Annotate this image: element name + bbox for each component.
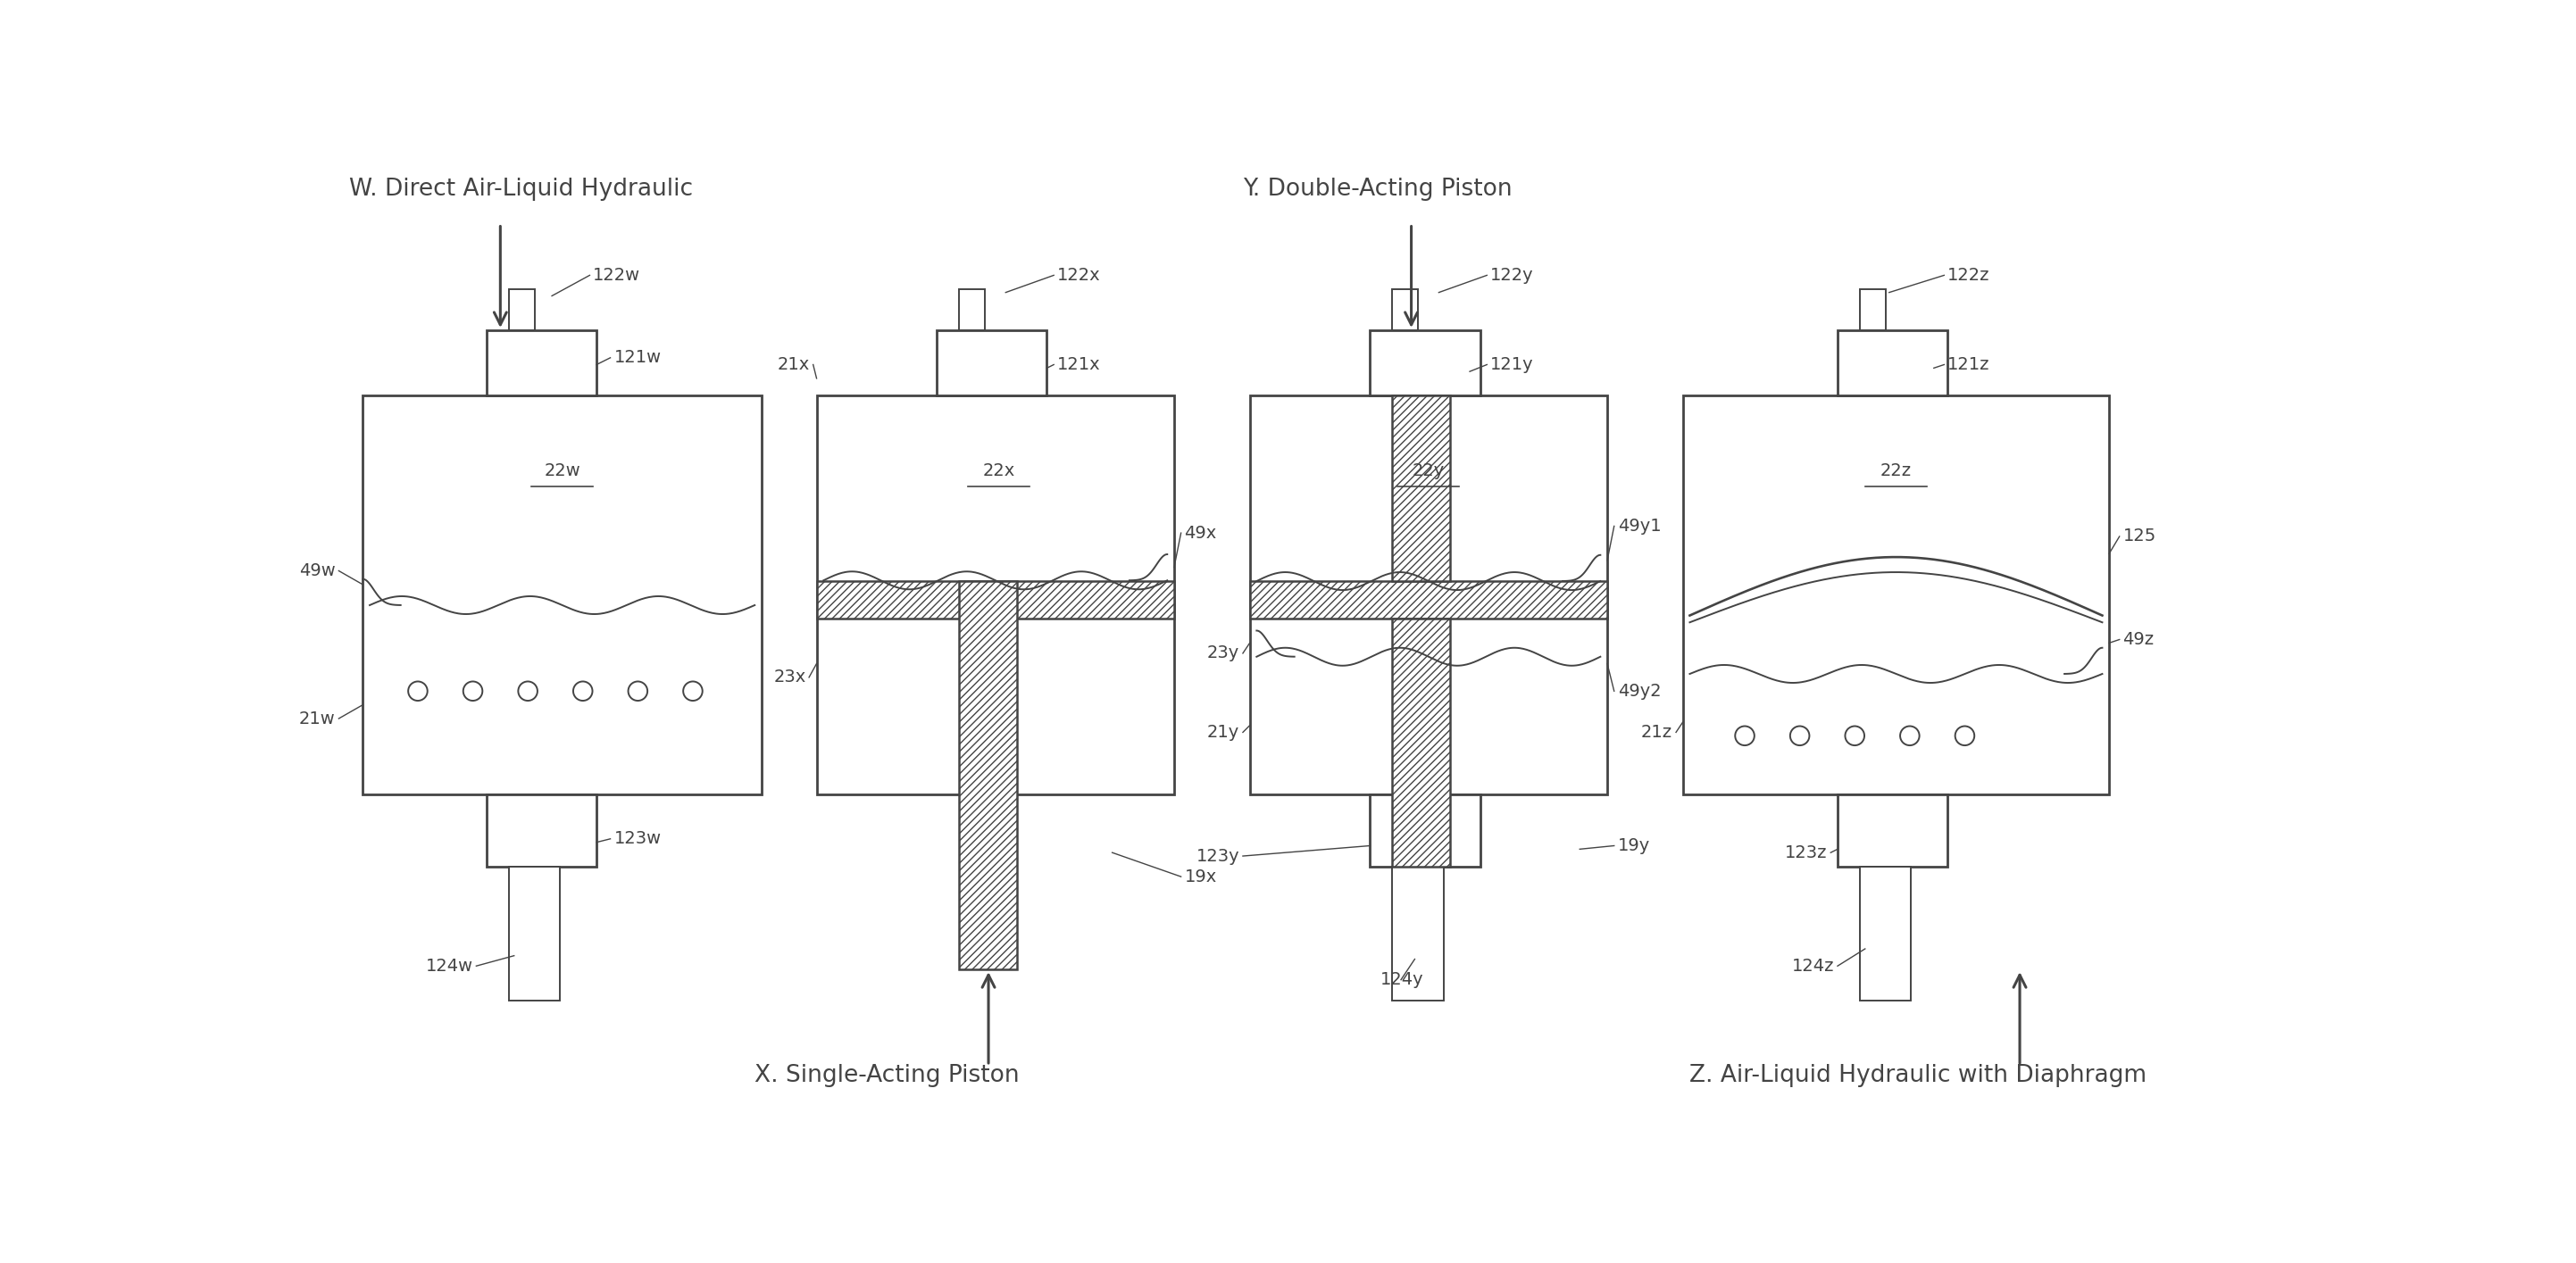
Text: 49w: 49w: [299, 562, 335, 580]
Text: 121z: 121z: [1947, 356, 1991, 373]
Bar: [507, 866, 559, 1000]
Text: 49z: 49z: [2123, 632, 2154, 648]
Text: 122y: 122y: [1492, 266, 1533, 284]
Text: 124y: 124y: [1381, 971, 1425, 988]
Bar: [1682, 395, 2110, 794]
Bar: [1837, 330, 1947, 395]
Text: 124z: 124z: [1793, 957, 1834, 975]
Text: 23y: 23y: [1208, 645, 1239, 662]
Text: 124w: 124w: [425, 957, 474, 975]
Text: X. Single-Acting Piston: X. Single-Acting Piston: [755, 1065, 1020, 1087]
Text: 21y: 21y: [1208, 724, 1239, 741]
Text: 22z: 22z: [1880, 462, 1911, 480]
Text: 49x: 49x: [1185, 524, 1216, 542]
Text: 123w: 123w: [613, 830, 662, 847]
Bar: [1837, 794, 1947, 866]
Text: 19x: 19x: [1185, 868, 1216, 885]
Text: 19y: 19y: [1618, 837, 1649, 854]
Bar: [1391, 289, 1419, 330]
Bar: [1391, 866, 1443, 1000]
Bar: [817, 581, 1175, 619]
Bar: [487, 330, 598, 395]
Bar: [363, 395, 762, 794]
Bar: [1370, 794, 1481, 866]
Text: 123z: 123z: [1785, 844, 1826, 861]
Text: Z. Air-Liquid Hydraulic with Diaphragm: Z. Air-Liquid Hydraulic with Diaphragm: [1690, 1065, 2146, 1087]
Text: 122z: 122z: [1947, 266, 1991, 284]
Text: 21z: 21z: [1641, 724, 1672, 741]
Bar: [507, 289, 536, 330]
Bar: [817, 395, 1175, 794]
Text: 121w: 121w: [613, 350, 662, 366]
Text: 121y: 121y: [1492, 356, 1533, 373]
Text: 22y: 22y: [1412, 462, 1445, 480]
Text: 49y1: 49y1: [1618, 518, 1662, 534]
Text: 23x: 23x: [773, 669, 806, 686]
Text: 122w: 122w: [592, 266, 641, 284]
Bar: [1391, 395, 1450, 581]
Text: Y. Double-Acting Piston: Y. Double-Acting Piston: [1242, 178, 1512, 201]
Bar: [938, 330, 1046, 395]
Bar: [958, 289, 984, 330]
Bar: [1860, 289, 1886, 330]
Text: 122x: 122x: [1056, 266, 1100, 284]
Bar: [1391, 619, 1450, 866]
Text: 123y: 123y: [1195, 847, 1239, 864]
Text: 22w: 22w: [544, 462, 580, 480]
Text: 22x: 22x: [981, 462, 1015, 480]
Bar: [1249, 581, 1607, 619]
Text: 21w: 21w: [299, 710, 335, 727]
Bar: [487, 794, 598, 866]
Text: 121x: 121x: [1056, 356, 1100, 373]
Text: 49y2: 49y2: [1618, 682, 1662, 700]
Text: 125: 125: [2123, 528, 2156, 544]
Bar: [958, 581, 1018, 970]
Text: W. Direct Air-Liquid Hydraulic: W. Direct Air-Liquid Hydraulic: [350, 178, 693, 201]
Bar: [1249, 395, 1607, 794]
Text: 21x: 21x: [778, 356, 809, 373]
Bar: [1370, 330, 1481, 395]
Bar: [1860, 866, 1911, 1000]
